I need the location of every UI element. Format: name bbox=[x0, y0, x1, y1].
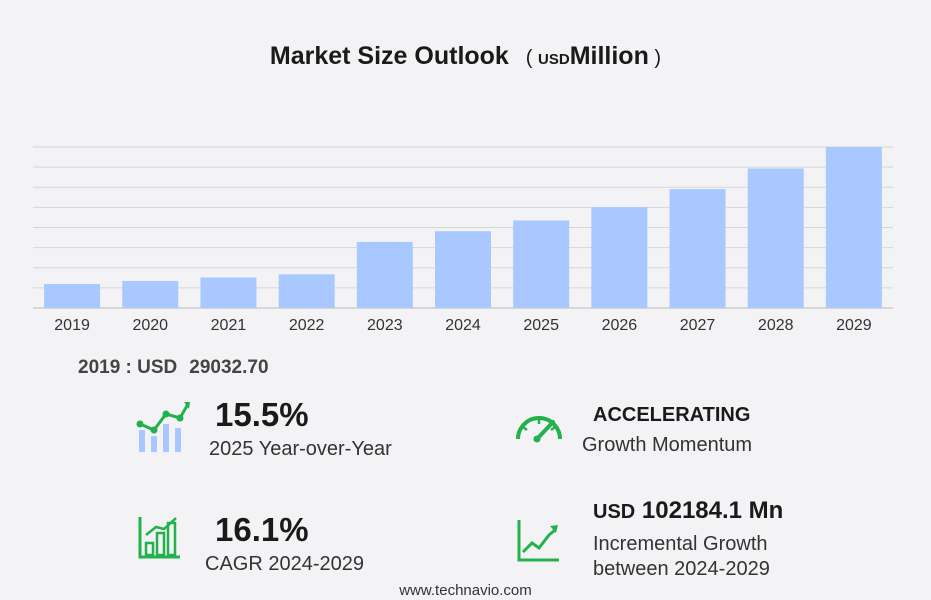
yoy-label: 2025 Year-over-Year bbox=[209, 438, 392, 460]
bar-2026 bbox=[591, 207, 648, 308]
x-tick-label: 2021 bbox=[211, 317, 247, 334]
growth-chart-icon bbox=[136, 402, 190, 452]
title-unit-currency: USD bbox=[538, 51, 570, 68]
x-tick-label: 2029 bbox=[836, 317, 872, 334]
first-year-summary: 2019 : USD 29032.70 bbox=[78, 357, 269, 379]
bar-2020 bbox=[122, 281, 179, 308]
bar-2021 bbox=[200, 277, 257, 308]
bar-chart-icon bbox=[138, 517, 180, 559]
x-tick-label: 2024 bbox=[445, 317, 481, 334]
bar-2024 bbox=[435, 231, 491, 308]
bar-2022 bbox=[278, 274, 335, 308]
bar-2027 bbox=[669, 189, 726, 308]
bar-chart: 2019 2020 2021 2022 2023 2024 2025 2026 2027 2028… bbox=[33, 146, 893, 334]
momentum-value: ACCELERATING bbox=[593, 404, 751, 426]
title-unit-label: Million bbox=[569, 42, 649, 70]
x-tick-label: 2023 bbox=[367, 317, 403, 334]
cagr-label: CAGR 2024-2029 bbox=[205, 553, 364, 575]
incremental-currency: USD bbox=[593, 501, 636, 523]
bar-2025 bbox=[513, 220, 570, 308]
bar-2023 bbox=[356, 241, 413, 308]
cagr-value: 16.1% bbox=[215, 511, 309, 548]
x-tick-label: 2027 bbox=[680, 317, 716, 334]
x-tick-label: 2022 bbox=[289, 317, 325, 334]
x-tick-label: 2026 bbox=[602, 317, 638, 334]
momentum-label: Growth Momentum bbox=[582, 434, 753, 456]
title-main: Market Size Outlook bbox=[269, 42, 509, 70]
chart-title: Market Size Outlook ( USDMillion ) bbox=[0, 42, 931, 71]
bar-2029 bbox=[825, 147, 882, 308]
source-footer: www.technavio.com bbox=[399, 582, 532, 599]
x-tick-label: 2025 bbox=[523, 317, 559, 334]
bar-2028 bbox=[747, 168, 804, 308]
x-tick-label: 2019 bbox=[54, 317, 90, 334]
first-year-value: 29032.70 bbox=[189, 357, 269, 378]
title-unit: ( USDMillion ) bbox=[525, 42, 662, 70]
incremental-value: USD 102184.1 Mn bbox=[593, 497, 783, 525]
x-tick-label: 2020 bbox=[132, 317, 168, 334]
line-chart-icon bbox=[517, 520, 559, 562]
bar-2019 bbox=[44, 284, 101, 308]
first-year-label: 2019 : USD bbox=[78, 357, 178, 378]
incremental-label-line1: Incremental Growth bbox=[593, 533, 768, 555]
incremental-amount: 102184.1 Mn bbox=[641, 497, 784, 524]
yoy-value: 15.5% bbox=[215, 396, 309, 433]
x-tick-label: 2028 bbox=[758, 317, 794, 334]
speedometer-icon bbox=[516, 416, 562, 443]
incremental-label-line2: between 2024-2029 bbox=[593, 558, 770, 580]
